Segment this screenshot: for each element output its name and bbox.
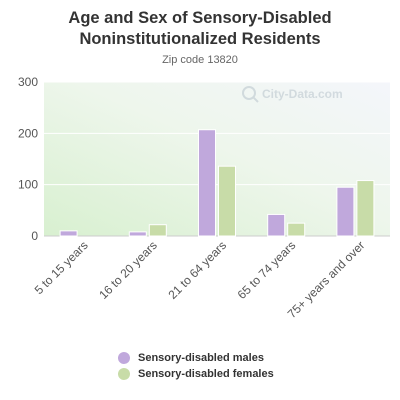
bar-females-3: [287, 222, 306, 237]
legend: Sensory-disabled males Sensory-disabled …: [118, 350, 274, 382]
chart-subtitle: Zip code 13820: [162, 54, 238, 66]
bar-males-4: [336, 186, 355, 237]
y-tick-label: 0: [31, 229, 38, 243]
bar-males-0: [59, 230, 78, 237]
plot-area: [44, 82, 390, 236]
y-tick-label: 200: [18, 126, 38, 140]
watermark-logo-icon: [242, 86, 256, 100]
x-tick-label: 5 to 15 years: [32, 238, 91, 297]
bar-males-1: [128, 231, 147, 237]
chart-title: Age and Sex of Sensory-Disabled Noninsti…: [68, 9, 332, 48]
watermark: City-Data.com: [242, 86, 343, 103]
legend-swatch-males: [118, 352, 130, 364]
legend-item-males: Sensory-disabled males: [118, 350, 274, 366]
x-tick-label: 75+ years and over: [285, 238, 368, 321]
bar-males-2: [198, 129, 216, 237]
bar-females-2: [218, 165, 236, 237]
x-tick-label: 65 to 74 years: [235, 238, 299, 302]
legend-swatch-females: [118, 368, 130, 380]
y-tick-label: 300: [18, 75, 38, 89]
bar-males-3: [267, 213, 286, 237]
legend-item-females: Sensory-disabled females: [118, 366, 274, 382]
bar-females-1: [148, 224, 167, 237]
watermark-text: City-Data.com: [262, 87, 343, 101]
x-tick-label: 21 to 64 years: [165, 238, 229, 302]
legend-label-females: Sensory-disabled females: [138, 368, 274, 380]
y-tick-label: 100: [18, 178, 38, 192]
legend-label-males: Sensory-disabled males: [138, 352, 264, 364]
bar-females-4: [356, 180, 375, 237]
x-tick-label: 16 to 20 years: [96, 238, 160, 302]
